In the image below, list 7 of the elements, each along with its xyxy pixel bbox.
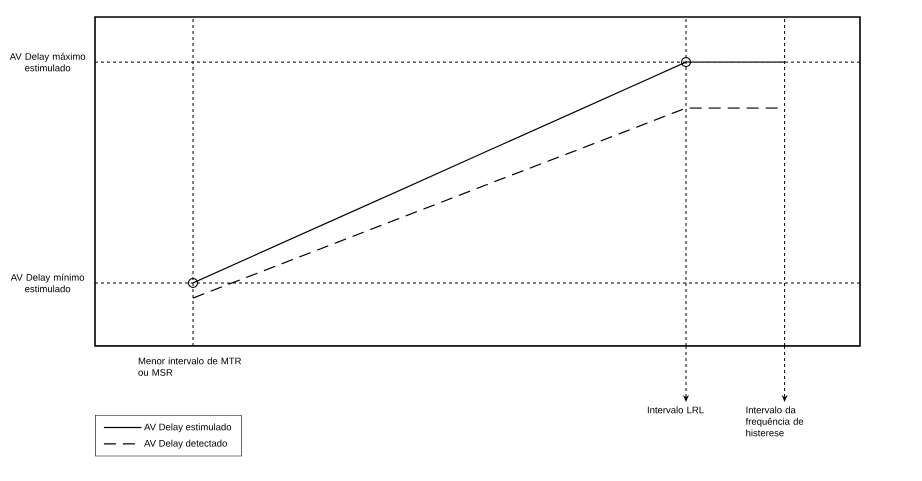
legend-label: AV Delay estimulado — [144, 423, 232, 432]
x-tick-label: Intervalo da frequência de histerese — [746, 406, 804, 436]
legend-label: AV Delay detectado — [144, 440, 227, 449]
x-tick-label: Intervalo LRL — [648, 406, 704, 414]
x-tick-label: Menor intervalo de MTR ou MSR — [138, 357, 242, 376]
ref-line-label: AV Delay mínimo estimulado — [10, 274, 84, 292]
ref-line-label: AV Delay máximo estimulado — [10, 52, 86, 72]
